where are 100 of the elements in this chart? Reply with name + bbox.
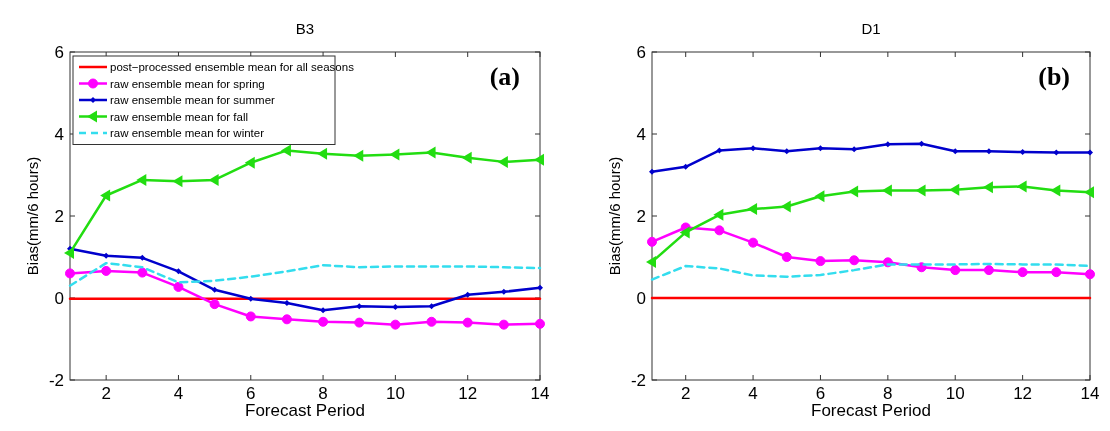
legend-label: raw ensemble mean for summer bbox=[110, 94, 276, 107]
point bbox=[101, 265, 112, 276]
point bbox=[814, 190, 825, 203]
point bbox=[884, 141, 891, 148]
point bbox=[317, 147, 328, 160]
point bbox=[747, 203, 758, 216]
legend-label: raw ensemble mean for winter bbox=[110, 127, 265, 140]
x-tick-label: 14 bbox=[530, 384, 550, 403]
point bbox=[1016, 180, 1027, 193]
x-tick-label: 10 bbox=[945, 384, 965, 403]
point bbox=[137, 267, 148, 278]
point bbox=[280, 144, 291, 157]
x-tick-label: 12 bbox=[458, 384, 478, 403]
point bbox=[1050, 184, 1061, 197]
point bbox=[534, 153, 544, 166]
y-tick-label: 6 bbox=[54, 42, 64, 62]
point bbox=[716, 147, 723, 154]
point bbox=[464, 291, 471, 298]
point bbox=[497, 155, 508, 168]
point bbox=[209, 299, 220, 310]
x-tick-label: 2 bbox=[101, 384, 111, 403]
point bbox=[103, 252, 110, 259]
point bbox=[679, 226, 690, 239]
point bbox=[136, 173, 147, 186]
y-tick-label: -2 bbox=[48, 370, 64, 390]
point bbox=[915, 184, 926, 197]
point bbox=[815, 256, 826, 267]
x-axis-title: Forecast Period bbox=[245, 401, 365, 420]
point bbox=[392, 304, 399, 311]
point bbox=[851, 146, 858, 153]
chart-title: B3 bbox=[295, 20, 315, 37]
point bbox=[682, 163, 689, 170]
point bbox=[173, 281, 184, 292]
point bbox=[139, 254, 146, 261]
point bbox=[245, 311, 256, 322]
x-tick-label: 4 bbox=[173, 384, 184, 403]
y-tick-label: 2 bbox=[636, 206, 646, 226]
annotation: (a) bbox=[489, 62, 520, 91]
point bbox=[647, 236, 657, 247]
point bbox=[952, 148, 959, 155]
point bbox=[781, 252, 792, 262]
x-tick-label: 4 bbox=[748, 384, 758, 403]
point bbox=[646, 255, 656, 268]
point bbox=[389, 148, 400, 161]
point bbox=[714, 225, 725, 236]
x-tick-label: 8 bbox=[883, 384, 893, 403]
point bbox=[1087, 149, 1093, 156]
point bbox=[985, 148, 992, 155]
point bbox=[500, 288, 507, 295]
x-axis-title: Forecast Period bbox=[811, 401, 931, 420]
point bbox=[425, 146, 436, 159]
point bbox=[535, 318, 545, 329]
y-axis-title: Bias(mm/6 hours) bbox=[606, 156, 623, 276]
point bbox=[649, 168, 655, 175]
point bbox=[750, 145, 757, 152]
point bbox=[713, 208, 724, 221]
point bbox=[918, 140, 925, 147]
point bbox=[983, 265, 994, 276]
point bbox=[356, 303, 363, 310]
y-tick-label: 4 bbox=[636, 124, 646, 144]
point bbox=[320, 307, 327, 314]
point bbox=[949, 183, 960, 196]
point bbox=[462, 317, 473, 328]
point bbox=[461, 151, 472, 164]
legend-label: post−processed ensemble mean for all seasons bbox=[110, 61, 355, 74]
x-tick-label: 6 bbox=[815, 384, 826, 403]
point bbox=[175, 268, 182, 275]
point bbox=[354, 317, 365, 328]
y-tick-label: 2 bbox=[54, 206, 64, 226]
legend-label: raw ensemble mean for fall bbox=[110, 110, 249, 123]
legend-label: raw ensemble mean for spring bbox=[110, 77, 265, 90]
point bbox=[65, 268, 75, 279]
annotation: (b) bbox=[1038, 62, 1070, 91]
point bbox=[1017, 267, 1028, 278]
point bbox=[849, 255, 860, 266]
point bbox=[848, 185, 859, 198]
point bbox=[1051, 267, 1062, 278]
point bbox=[817, 145, 824, 152]
point bbox=[1084, 186, 1094, 199]
point bbox=[247, 295, 254, 302]
point bbox=[353, 149, 364, 162]
point bbox=[244, 156, 255, 169]
point bbox=[281, 314, 292, 325]
point bbox=[1019, 149, 1026, 156]
point bbox=[783, 148, 790, 155]
x-tick-label: 2 bbox=[680, 384, 691, 403]
x-tick-label: 6 bbox=[246, 384, 256, 403]
point bbox=[1053, 149, 1060, 156]
point bbox=[498, 319, 509, 330]
point bbox=[982, 181, 993, 194]
x-tick-label: 8 bbox=[318, 384, 328, 403]
y-tick-label: 0 bbox=[54, 288, 64, 308]
point bbox=[780, 200, 791, 213]
chart-title: D1 bbox=[861, 20, 881, 37]
point bbox=[211, 286, 218, 293]
point bbox=[950, 265, 961, 276]
point bbox=[390, 319, 401, 330]
y-axis-title: Bias(mm/6 hours) bbox=[24, 156, 41, 276]
point bbox=[748, 237, 759, 248]
y-tick-label: 0 bbox=[636, 288, 646, 308]
